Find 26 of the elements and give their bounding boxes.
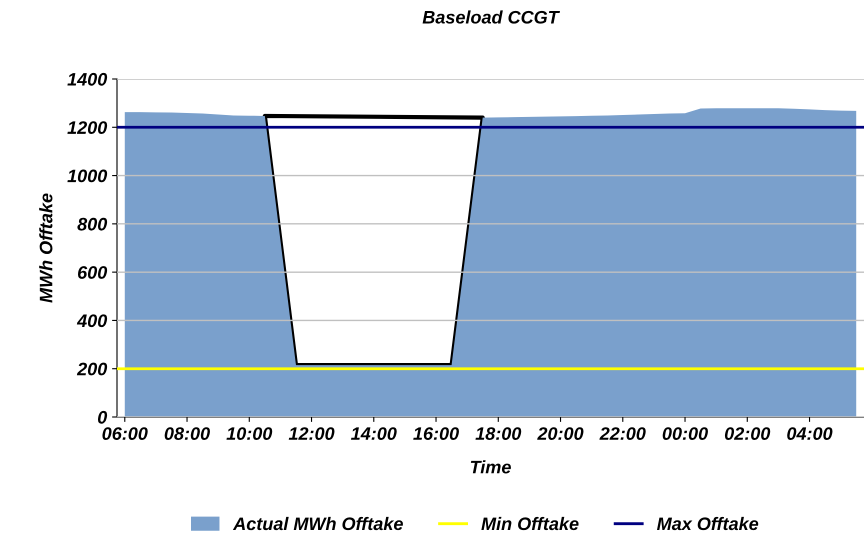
y-tick-label: 1000	[67, 170, 108, 182]
y-tick-label: 1400	[67, 72, 108, 86]
x-tick-label: 20:00	[537, 427, 584, 440]
legend-label: Max Offtake	[657, 516, 758, 530]
legend-label: Actual MWh Offtake	[232, 516, 403, 530]
y-tick-label: 600	[78, 266, 108, 279]
x-tick-label: 00:00	[662, 427, 708, 440]
y-tick-label: 800	[77, 218, 108, 231]
y-tick-label: 0	[98, 410, 108, 424]
x-tick-label: 02:00	[724, 427, 770, 440]
x-tick-label: 06:00	[102, 427, 148, 440]
x-tick-label: 04:00	[787, 427, 832, 440]
y-tick-label: 200	[76, 362, 108, 376]
x-tick-label: 10:00	[226, 427, 272, 440]
x-tick-label: 16:00	[413, 427, 459, 440]
x-tick-label: 14:00	[350, 427, 397, 440]
x-tick-label: 08:00	[164, 427, 210, 440]
x-tick-label: 22:00	[599, 427, 646, 440]
legend-label: Min Offtake	[481, 516, 579, 530]
x-tick-label: 12:00	[288, 427, 334, 440]
y-axis-title: MWh Offtake	[39, 193, 52, 303]
y-tick-label: 1200	[67, 121, 108, 134]
chart-title: Baseload CCGT	[422, 10, 560, 24]
y-tick-label: 400	[76, 314, 108, 328]
x-axis-title: Time	[470, 460, 511, 474]
x-tick-label: 18:00	[475, 427, 522, 440]
